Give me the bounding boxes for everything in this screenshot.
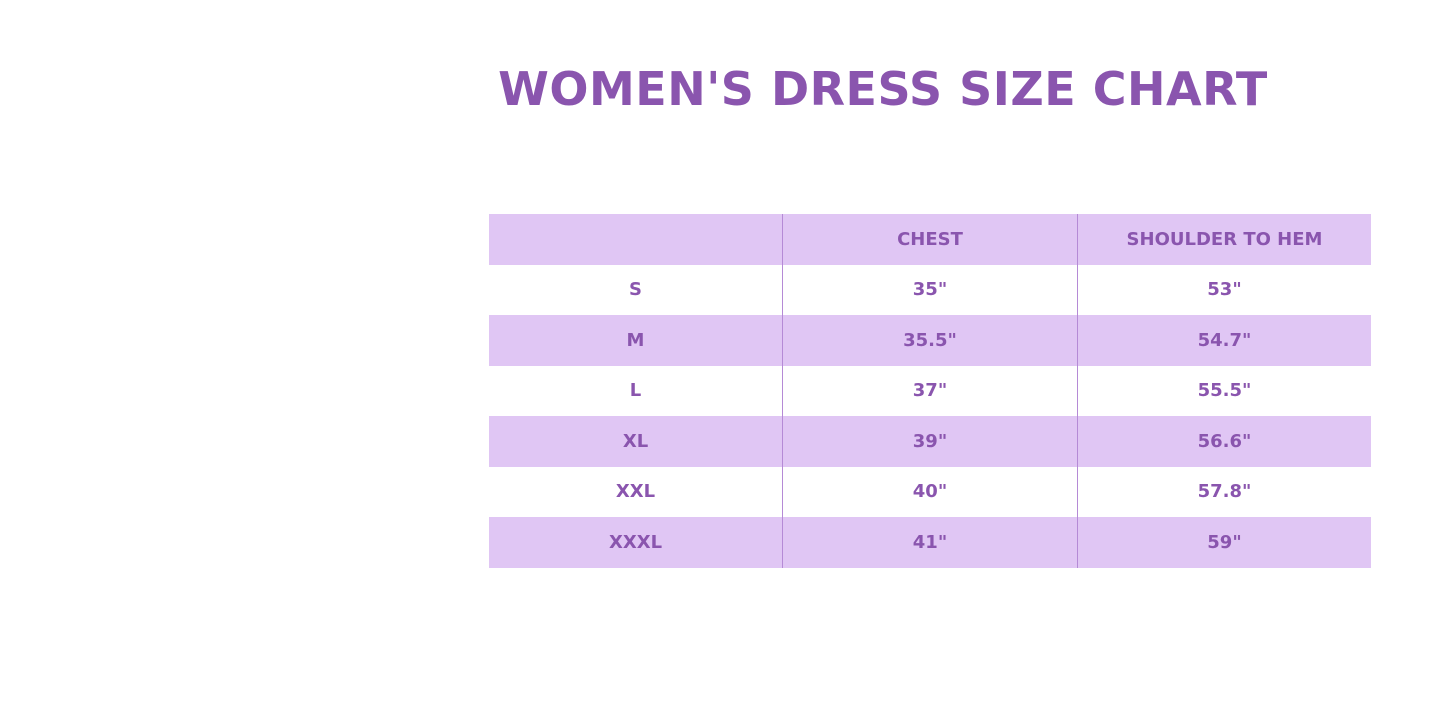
size-cell: S [629, 279, 642, 301]
table-header-row: CHEST SHOULDER TO HEM [489, 214, 1371, 265]
chest-cell: 39" [782, 416, 1078, 467]
size-cell: M [489, 315, 783, 366]
chest-cell: 41" [782, 517, 1078, 568]
size-cell: L [629, 380, 642, 402]
header-chest: CHEST [782, 214, 1078, 265]
size-chart-table: CHEST SHOULDER TO HEM S 35" 53" M 35.5" … [489, 214, 1371, 568]
header-shoulder-to-hem: SHOULDER TO HEM [1077, 214, 1371, 265]
size-cell: XXXL [489, 517, 783, 568]
table-row: L 37" 55.5" [489, 365, 1371, 416]
chest-cell: 35.5" [782, 315, 1078, 366]
size-cell: XXL [615, 481, 656, 503]
chest-cell: 35" [782, 264, 1078, 315]
table-row: S 35" 53" [489, 264, 1371, 315]
shoulder-to-hem-cell: 57.8" [1197, 481, 1252, 503]
table-row: XXL 40" 57.8" [489, 466, 1371, 517]
shoulder-to-hem-cell: 55.5" [1197, 380, 1252, 402]
page-title: WOMEN'S DRESS SIZE CHART [498, 62, 1268, 116]
table-row: M 35.5" 54.7" [489, 315, 1371, 366]
shoulder-to-hem-cell: 56.6" [1077, 416, 1371, 467]
shoulder-to-hem-cell: 59" [1077, 517, 1371, 568]
header-size [489, 214, 783, 265]
chest-cell: 40" [782, 466, 1078, 517]
shoulder-to-hem-cell: 54.7" [1077, 315, 1371, 366]
table-row: XXXL 41" 59" [489, 517, 1371, 568]
shoulder-to-hem-cell: 53" [1207, 279, 1242, 301]
size-cell: XL [489, 416, 783, 467]
table-row: XL 39" 56.6" [489, 416, 1371, 467]
chest-cell: 37" [782, 365, 1078, 416]
